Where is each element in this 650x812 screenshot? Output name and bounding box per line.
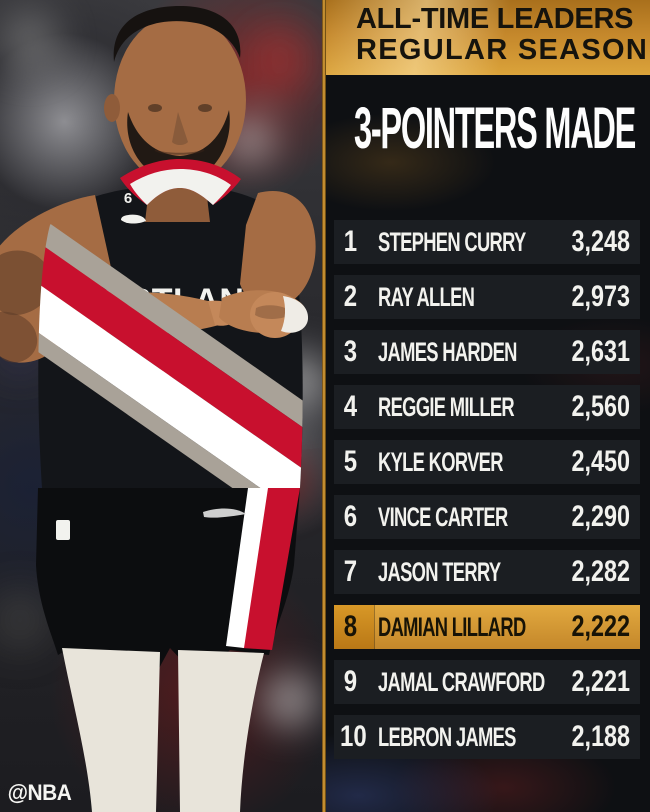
svg-text:6: 6 bbox=[124, 190, 132, 207]
svg-text:@NBA: @NBA bbox=[8, 781, 72, 806]
